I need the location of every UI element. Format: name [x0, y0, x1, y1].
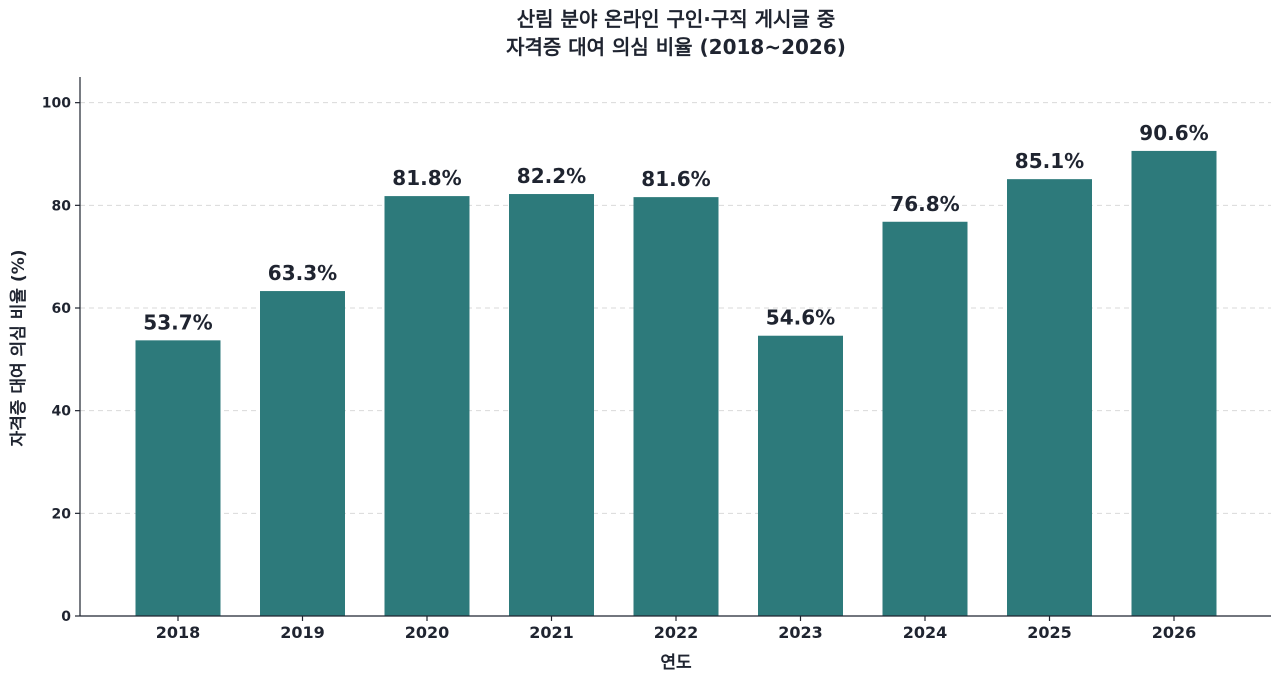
x-tick-label-2022: 2022: [654, 623, 699, 642]
bar-2019: [260, 291, 345, 616]
y-axis-title: 자격증 대여 의심 비율 (%): [9, 249, 29, 446]
y-tick-label: 20: [52, 506, 72, 522]
bar-2026: [1131, 150, 1217, 617]
bar-2018: [135, 340, 221, 616]
y-tick-label: 0: [61, 609, 71, 625]
x-tick-label-2020: 2020: [405, 623, 450, 642]
data-label-2020: 81.8%: [392, 166, 461, 190]
x-tick-label-2019: 2019: [280, 623, 325, 642]
data-label-2025: 85.1%: [1015, 149, 1084, 173]
data-label-2026: 90.6%: [1139, 121, 1208, 145]
data-labels: 53.7% 63.3% 81.8% 82.2% 81.6% 54.6% 76.8% 85.1%…: [143, 121, 1208, 334]
chart-title-line-2: 자격증 대여 의심 비율 (2018~2026): [506, 35, 846, 59]
x-tick-label-2026: 2026: [1152, 623, 1197, 642]
bar-2023: [758, 335, 843, 616]
y-tick-label: 80: [52, 198, 72, 214]
bars: [135, 150, 1217, 617]
chart-title: 산림 분야 온라인 구인·구직 게시글 중 자격증 대여 의심 비율 (2018…: [506, 7, 846, 59]
y-tick-labels: 0 20 40 60 80 100: [42, 96, 80, 625]
bar-2025: [1007, 179, 1092, 617]
bar-2021: [509, 194, 594, 617]
data-label-2023: 54.6%: [766, 306, 835, 330]
x-tick-labels: 2018 2019 2020 2021 2022 2023 2024 2025 2026: [156, 616, 1197, 642]
x-tick-label-2025: 2025: [1027, 623, 1072, 642]
data-label-2018: 53.7%: [143, 310, 212, 334]
y-tick-label: 40: [52, 404, 72, 420]
data-label-2021: 82.2%: [517, 164, 586, 188]
y-tick-label: 100: [42, 96, 71, 112]
bar-2020: [384, 196, 470, 617]
x-tick-label-2021: 2021: [529, 623, 574, 642]
x-axis-title: 연도: [660, 653, 692, 673]
y-tick-label: 60: [52, 301, 72, 317]
x-tick-label-2024: 2024: [903, 623, 948, 642]
data-label-2019: 63.3%: [268, 261, 337, 285]
bar-2024: [882, 221, 968, 616]
chart-title-line-1: 산림 분야 온라인 구인·구직 게시글 중: [517, 7, 835, 31]
data-label-2022: 81.6%: [641, 167, 710, 191]
x-tick-label-2018: 2018: [156, 623, 201, 642]
x-tick-label-2023: 2023: [778, 623, 823, 642]
data-label-2024: 76.8%: [890, 192, 959, 216]
bar-2022: [633, 197, 719, 616]
